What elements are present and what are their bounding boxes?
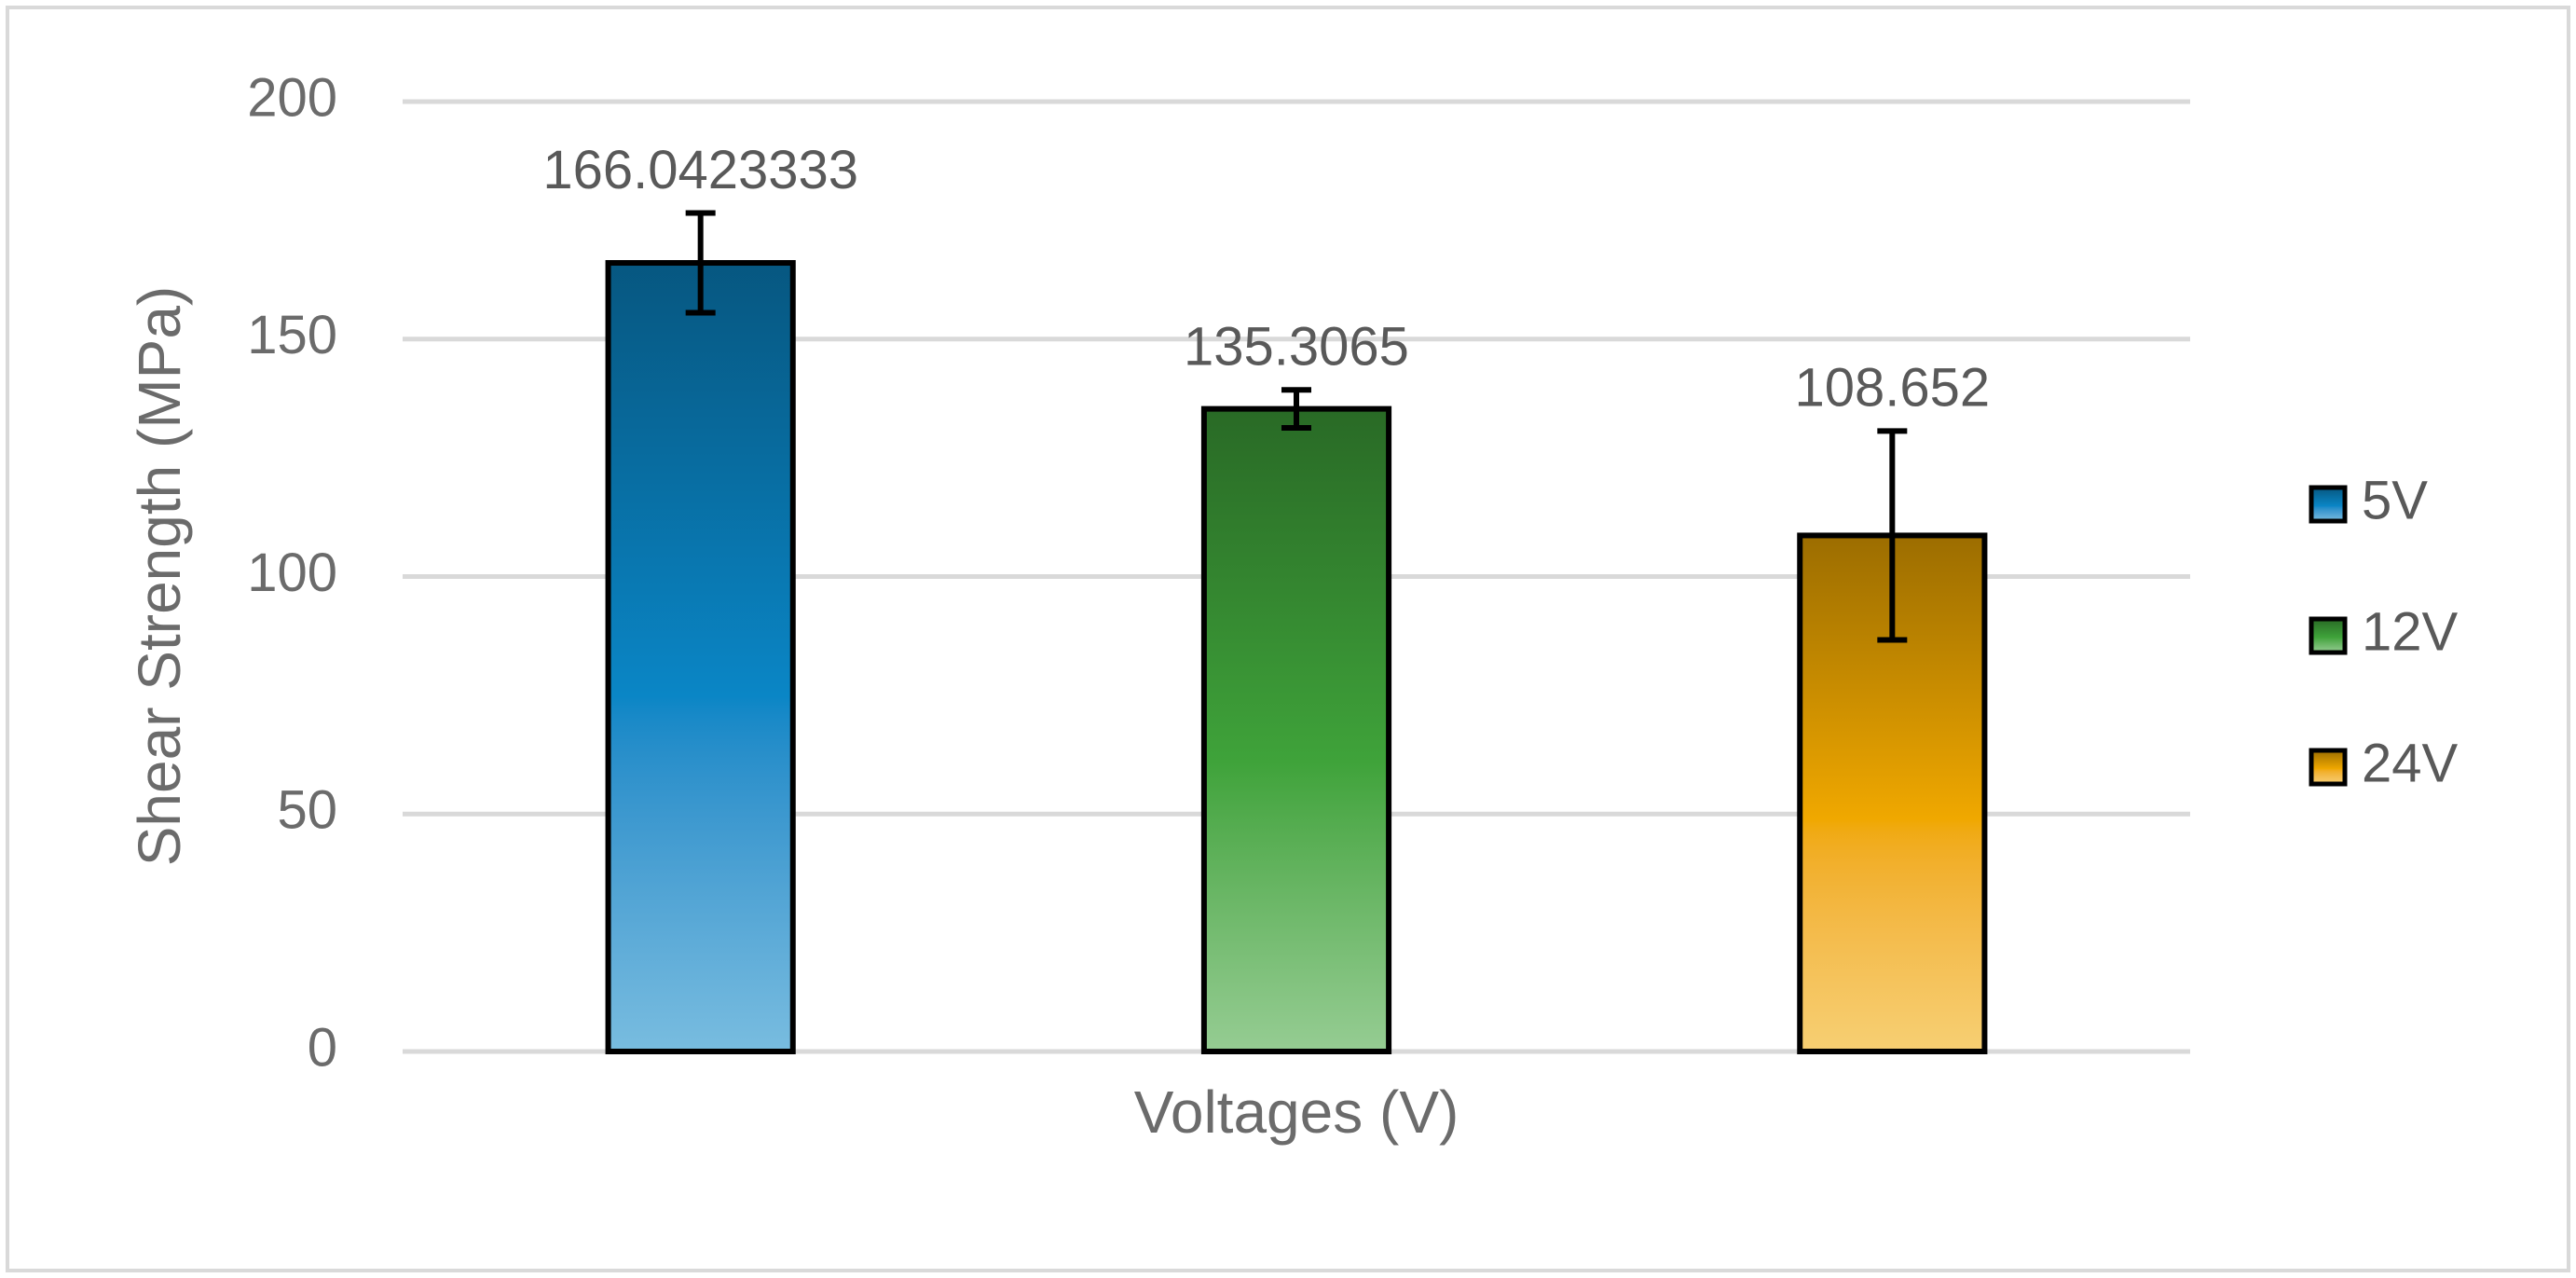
- y-tick-label: 0: [308, 1017, 337, 1078]
- error-bar: [1877, 428, 1908, 643]
- legend-swatch: [2309, 485, 2348, 524]
- x-axis-label: Voltages (V): [1134, 1079, 1459, 1146]
- error-bar: [685, 210, 716, 316]
- data-label: 166.0423333: [542, 140, 858, 200]
- y-tick-label: 200: [247, 67, 337, 128]
- y-tick-label: 50: [277, 780, 337, 841]
- bar: [1200, 405, 1392, 1054]
- legend-swatch: [2309, 616, 2348, 655]
- data-label: 135.3065: [1184, 317, 1409, 378]
- bar: [605, 260, 796, 1055]
- legend-label: 12V: [2362, 601, 2459, 662]
- error-bar: [1281, 387, 1311, 431]
- legend-label: 5V: [2362, 470, 2428, 530]
- legend-label: 24V: [2362, 733, 2459, 793]
- legend-swatch: [2309, 748, 2348, 787]
- data-label: 108.652: [1795, 358, 1991, 419]
- y-tick-label: 150: [247, 305, 337, 365]
- y-axis-label: Shear Strength (MPa): [126, 286, 193, 867]
- y-tick-label: 100: [247, 543, 337, 603]
